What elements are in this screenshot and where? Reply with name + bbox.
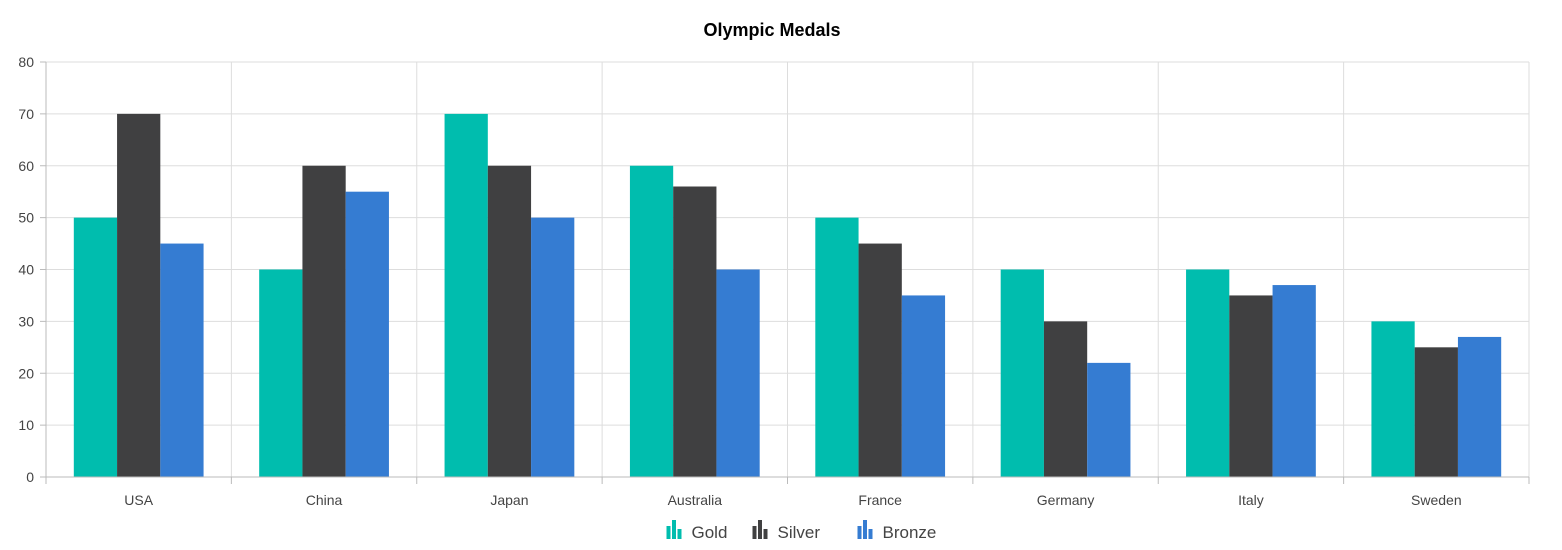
legend-label: Gold — [692, 523, 728, 542]
bar-gold-germany[interactable] — [1000, 269, 1044, 478]
legend-icon-bar — [677, 529, 682, 539]
bar-gold-sweden[interactable] — [1371, 321, 1415, 477]
x-tick-label: Italy — [1238, 492, 1264, 508]
bar-silver-japan[interactable] — [487, 165, 532, 477]
legend-icon-bar — [868, 529, 873, 539]
bar-silver-australia[interactable] — [673, 186, 717, 478]
legend-icon-bar — [672, 520, 676, 539]
bar-silver-germany[interactable] — [1043, 321, 1088, 477]
bar-silver-usa[interactable] — [117, 113, 161, 477]
bar-bronze-china[interactable] — [345, 191, 389, 477]
axis-layer: 0 10 20 30 40 50 60 70 80 USA China Japan Australia F… — [18, 54, 1530, 508]
bar-gold-italy[interactable] — [1186, 269, 1230, 478]
bar-bronze-italy[interactable] — [1272, 285, 1316, 477]
bar-chart-icon — [857, 520, 873, 539]
bar-silver-france[interactable] — [858, 243, 902, 477]
x-tick-label: Germany — [1037, 492, 1095, 508]
y-tick-label: 30 — [18, 313, 34, 329]
x-tick-label: Japan — [490, 492, 528, 508]
bar-chart-icon — [666, 520, 682, 539]
legend-icon-bar — [752, 526, 757, 539]
bar-bronze-usa[interactable] — [160, 243, 204, 477]
bar-bronze-japan[interactable] — [531, 217, 575, 477]
bar-gold-china[interactable] — [259, 269, 303, 478]
bar-silver-italy[interactable] — [1229, 295, 1273, 477]
y-tick-label: 70 — [18, 106, 34, 122]
bar-silver-china[interactable] — [302, 165, 346, 477]
bar-bronze-germany[interactable] — [1087, 362, 1131, 477]
x-tick-label: France — [858, 492, 902, 508]
bar-bronze-australia[interactable] — [716, 269, 760, 478]
x-tick-label: Australia — [668, 492, 723, 508]
bar-gold-australia[interactable] — [629, 165, 674, 477]
legend[interactable]: Gold Silver Bronze — [666, 520, 937, 542]
x-tick-label: USA — [124, 492, 153, 508]
legend-icon-bar — [666, 526, 671, 539]
x-tick-label: Sweden — [1411, 492, 1462, 508]
chart-title: Olympic Medals — [703, 20, 840, 40]
bar-gold-usa[interactable] — [73, 217, 118, 477]
bar-gold-france[interactable] — [815, 217, 859, 477]
y-tick-label: 40 — [18, 262, 34, 278]
legend-icon-bar — [863, 520, 867, 539]
y-tick-label: 0 — [26, 469, 34, 485]
y-tick-label: 10 — [18, 417, 34, 433]
legend-icon-bar — [763, 529, 768, 539]
bar-silver-sweden[interactable] — [1414, 347, 1458, 477]
legend-item-bronze[interactable]: Bronze — [857, 520, 937, 542]
bar-bronze-france[interactable] — [901, 295, 946, 477]
x-tick-label: China — [306, 492, 343, 508]
legend-label: Bronze — [883, 523, 937, 542]
y-tick-label: 80 — [18, 54, 34, 70]
legend-icon-bar — [857, 526, 862, 539]
y-tick-label: 20 — [18, 365, 34, 381]
legend-label: Silver — [778, 523, 821, 542]
y-tick-label: 50 — [18, 210, 34, 226]
bars-layer — [73, 113, 1502, 478]
bar-chart-icon — [752, 520, 768, 539]
bar-gold-japan[interactable] — [444, 113, 488, 477]
legend-icon-bar — [758, 520, 762, 539]
legend-item-silver[interactable]: Silver — [752, 520, 821, 542]
bar-bronze-sweden[interactable] — [1457, 336, 1502, 477]
y-tick-label: 60 — [18, 158, 34, 174]
legend-item-gold[interactable]: Gold — [666, 520, 728, 542]
